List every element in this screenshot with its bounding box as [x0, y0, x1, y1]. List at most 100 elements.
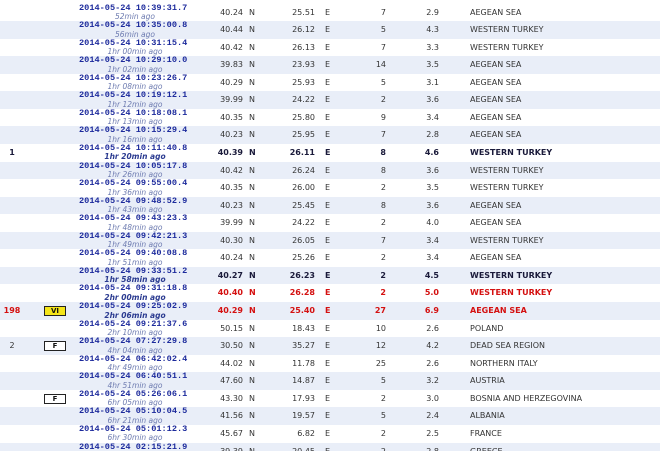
event-row[interactable]: 2014-05-24 05:10:04.5 6hr 21min ago 41.56 N…	[0, 407, 660, 425]
felt-count[interactable]: 198	[3, 306, 21, 316]
magnitude: 3.5	[426, 183, 439, 193]
event-row[interactable]: 2014-05-24 10:39:31.7 52min ago 40.24 N 25.5…	[0, 2, 660, 22]
date-time[interactable]: 2014-05-24 06:40:51.1	[79, 371, 188, 382]
event-row[interactable]: 2014-05-24 09:33:51.2 1hr 58min ago 40.27 N…	[0, 265, 660, 285]
time-ago: 1hr 58min ago	[104, 275, 166, 285]
event-row[interactable]: 2014-05-24 09:43:23.3 1hr 48min ago 39.99 N…	[0, 214, 660, 232]
latitude-dir: N	[249, 77, 255, 87]
longitude: 25.80	[292, 112, 315, 122]
longitude: 25.51	[292, 7, 315, 17]
event-row[interactable]: 2014-05-24 09:55:00.4 1hr 36min ago 40.35 N…	[0, 179, 660, 197]
date-time[interactable]: 2014-05-24 09:25:02.9	[79, 301, 188, 312]
event-row[interactable]: 2014-05-24 06:42:02.4 4hr 49min ago 44.02 N…	[0, 353, 660, 373]
date-time[interactable]: 2014-05-24 10:11:40.8	[79, 142, 188, 153]
date-time[interactable]: 2014-05-24 10:05:17.8	[79, 160, 188, 171]
felt-count[interactable]: 2	[9, 341, 15, 351]
magnitude: 3.4	[426, 235, 439, 245]
event-row[interactable]: 2014-05-24 09:40:08.8 1hr 51min ago 40.24 N…	[0, 249, 660, 267]
date-time[interactable]: 2014-05-24 10:35:00.8	[79, 20, 188, 31]
depth: 5	[380, 376, 386, 386]
latitude-dir: N	[249, 235, 255, 245]
latitude-dir: N	[249, 270, 256, 280]
latitude: 40.29	[217, 306, 243, 316]
date-time[interactable]: 2014-05-24 10:29:10.0	[79, 55, 188, 66]
event-row[interactable]: 2014-05-24 09:21:37.6 2hr 10min ago 50.15 N…	[0, 318, 660, 338]
date-time[interactable]: 2014-05-24 10:15:29.4	[79, 125, 188, 136]
longitude-dir: E	[325, 200, 331, 210]
date-time[interactable]: 2014-05-24 10:31:15.4	[79, 37, 188, 48]
date-time[interactable]: 2014-05-24 05:10:04.5	[79, 406, 188, 417]
depth: 5	[380, 77, 386, 87]
event-row[interactable]: 2014-05-24 10:05:17.8 1hr 26min ago 40.42 N…	[0, 160, 660, 180]
date-time[interactable]: 2014-05-24 09:40:08.8	[79, 248, 188, 259]
date-time[interactable]: 2014-05-24 09:33:51.2	[79, 265, 188, 276]
time-ago: 6hr 05min ago	[107, 398, 163, 408]
date-time[interactable]: 2014-05-24 09:43:23.3	[79, 213, 188, 224]
event-row[interactable]: 2014-05-24 02:15:21.9 39.39 N 20.45 E 2 2.8 GRE…	[0, 441, 660, 451]
time-ago: 1hr 02min ago	[107, 64, 163, 74]
event-row[interactable]: 2014-05-24 05:01:12.3 6hr 30min ago 45.67 N…	[0, 423, 660, 443]
event-row[interactable]: 2014-05-24 10:15:29.4 1hr 16min ago 40.23 N…	[0, 126, 660, 144]
magnitude: 2.6	[426, 358, 439, 368]
event-row[interactable]: 198 VI 2014-05-24 09:25:02.9 2hr 06min ago 4…	[0, 302, 660, 320]
longitude-dir: E	[325, 60, 331, 70]
date-time[interactable]: 2014-05-24 07:27:29.8	[79, 336, 188, 347]
longitude-dir: E	[325, 147, 331, 157]
latitude: 40.42	[220, 165, 243, 175]
date-time[interactable]: 2014-05-24 10:19:12.1	[79, 90, 188, 101]
latitude: 45.67	[220, 428, 243, 438]
felt-count[interactable]: 1	[9, 147, 15, 157]
latitude: 39.99	[220, 218, 243, 228]
region: DEAD SEA REGION	[470, 341, 545, 351]
region: WESTERN TURKEY	[470, 25, 544, 35]
event-row[interactable]: 2014-05-24 10:23:26.7 1hr 08min ago 40.29 N…	[0, 72, 660, 92]
event-row[interactable]: 2014-05-24 10:31:15.4 1hr 00min ago 40.42 N…	[0, 37, 660, 57]
depth: 27	[374, 306, 386, 316]
event-row[interactable]: 2014-05-24 10:19:12.1 1hr 12min ago 39.99 N…	[0, 91, 660, 109]
date-time[interactable]: 2014-05-24 10:39:31.7	[79, 2, 188, 13]
time-ago: 4hr 49min ago	[107, 363, 163, 373]
event-row[interactable]: 2014-05-24 09:48:52.9 1hr 43min ago 40.23 N…	[0, 195, 660, 215]
latitude: 40.24	[220, 7, 243, 17]
date-time[interactable]: 2014-05-24 09:21:37.6	[79, 318, 188, 329]
date-time[interactable]: 2014-05-24 09:48:52.9	[79, 195, 188, 206]
event-row[interactable]: 2014-05-24 09:42:21.3 1hr 49min ago 40.30 N…	[0, 230, 660, 250]
latitude: 40.29	[220, 77, 243, 87]
magnitude: 3.6	[426, 95, 439, 105]
date-time[interactable]: 2014-05-24 10:23:26.7	[79, 72, 188, 83]
event-row[interactable]: 1 2014-05-24 10:11:40.8 1hr 20min ago 40.39…	[0, 142, 660, 162]
event-row[interactable]: 2014-05-24 09:31:18.8 2hr 00min ago 40.40 N…	[0, 284, 660, 302]
date-time[interactable]: 2014-05-24 09:42:21.3	[79, 230, 188, 241]
event-row[interactable]: 2014-05-24 10:35:00.8 56min ago 40.44 N 26.1…	[0, 21, 660, 39]
date-time[interactable]: 2014-05-24 06:42:02.4	[79, 353, 188, 364]
latitude: 47.60	[220, 376, 243, 386]
depth: 25	[375, 358, 386, 368]
depth: 9	[380, 112, 386, 122]
event-row[interactable]: 2014-05-24 06:40:51.1 4hr 51min ago 47.60 N…	[0, 372, 660, 390]
magnitude: 4.6	[424, 147, 439, 157]
event-row[interactable]: 2 F 2014-05-24 07:27:29.8 4hr 04min ago 30.5…	[0, 337, 660, 355]
region: AEGEAN SEA	[470, 253, 522, 263]
latitude-dir: N	[249, 42, 255, 52]
longitude-dir: E	[325, 341, 331, 351]
magnitude: 3.2	[426, 376, 439, 386]
event-row[interactable]: 2014-05-24 10:29:10.0 1hr 02min ago 39.83 N…	[0, 56, 660, 74]
longitude-dir: E	[325, 253, 331, 263]
longitude-dir: E	[325, 42, 331, 52]
event-row[interactable]: 2014-05-24 10:18:08.1 1hr 13min ago 40.35 N…	[0, 107, 660, 127]
region: WESTERN TURKEY	[470, 183, 544, 193]
longitude: 26.05	[292, 235, 315, 245]
date-time[interactable]: 2014-05-24 09:31:18.8	[79, 283, 188, 294]
latitude-dir: N	[249, 95, 255, 105]
latitude-dir: N	[249, 358, 255, 368]
longitude: 25.95	[292, 130, 315, 140]
event-row[interactable]: F 2014-05-24 05:26:06.1 6hr 05min ago 43.30…	[0, 388, 660, 408]
longitude: 26.11	[289, 147, 315, 157]
date-time[interactable]: 2014-05-24 02:15:21.9	[79, 441, 188, 451]
date-time[interactable]: 2014-05-24 09:55:00.4	[79, 178, 188, 189]
longitude-dir: E	[325, 270, 331, 280]
date-time[interactable]: 2014-05-24 10:18:08.1	[79, 107, 188, 118]
date-time[interactable]: 2014-05-24 05:26:06.1	[79, 388, 188, 399]
magnitude: 3.3	[426, 42, 439, 52]
date-time[interactable]: 2014-05-24 05:01:12.3	[79, 423, 188, 434]
